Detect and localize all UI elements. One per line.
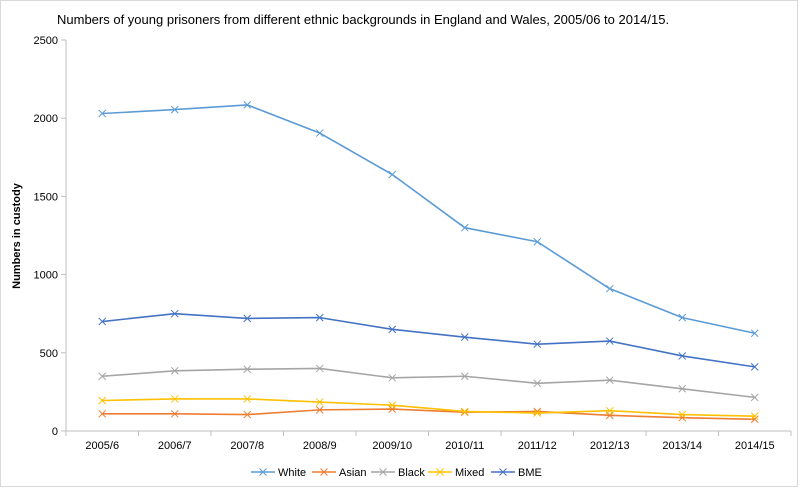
legend-marker — [436, 468, 444, 476]
y-tick-label: 0 — [52, 426, 58, 438]
data-point — [460, 333, 469, 342]
data-point — [750, 412, 759, 420]
y-tick-label: 1500 — [34, 191, 58, 203]
data-point — [605, 406, 614, 415]
data-point — [678, 313, 687, 322]
x-tick-label: 2006/7 — [158, 440, 192, 452]
data-point — [170, 366, 179, 375]
data-point — [388, 405, 397, 413]
legend-item-bme: BME — [491, 467, 542, 479]
data-point — [170, 105, 179, 114]
data-point — [750, 393, 759, 402]
x-tick-label: 2008/9 — [303, 440, 337, 452]
y-tick-label: 1000 — [34, 270, 58, 282]
series-white — [98, 101, 759, 338]
legend-label: White — [278, 467, 306, 479]
series-line-mixed — [102, 398, 755, 417]
legend-item-black: Black — [371, 467, 425, 479]
data-point — [170, 309, 179, 318]
data-point — [98, 317, 107, 326]
x-tick-label: 2005/6 — [85, 440, 119, 452]
data-point — [98, 396, 107, 405]
data-point — [170, 395, 179, 403]
legend-item-mixed: Mixed — [428, 467, 484, 479]
series-black — [98, 364, 759, 402]
data-point — [750, 415, 759, 424]
data-point — [243, 395, 252, 403]
legend-marker — [259, 468, 267, 476]
data-point — [243, 314, 252, 323]
y-tick-label: 500 — [40, 348, 58, 360]
data-point — [243, 365, 252, 374]
x-tick-label: 2013/14 — [662, 440, 702, 452]
legend-label: Mixed — [455, 467, 484, 479]
series-line-asian — [102, 408, 755, 421]
data-point — [98, 109, 107, 118]
legend-item-white: White — [251, 467, 306, 479]
data-point — [170, 409, 179, 418]
legend: White Asian Black Mixed BME — [251, 467, 542, 479]
data-point — [315, 406, 324, 414]
series-layer — [98, 101, 759, 424]
data-point — [243, 101, 252, 109]
chart-title: Numbers of young prisoners from differen… — [57, 12, 670, 27]
x-tick-label: 2010/11 — [445, 440, 484, 452]
data-point — [605, 337, 614, 345]
x-tick-label: 2007/8 — [230, 440, 264, 452]
data-point — [533, 407, 542, 416]
axes: 0 500 1000 1500 2000 2500 2005/6 2006/7 2007/8 20… — [34, 35, 792, 452]
x-tick-label: 2011/12 — [518, 440, 557, 452]
x-tick-label: 2009/10 — [372, 440, 412, 452]
series-line-black — [102, 367, 755, 399]
data-point — [605, 376, 614, 385]
data-point — [678, 384, 687, 393]
data-point — [315, 313, 324, 322]
data-point — [533, 237, 542, 246]
x-tick-label: 2014/15 — [735, 440, 775, 452]
data-point — [388, 373, 397, 382]
data-point — [460, 223, 469, 232]
data-point — [678, 410, 687, 419]
data-point — [678, 352, 687, 360]
legend-marker — [379, 468, 387, 476]
legend-label: Asian — [339, 467, 367, 479]
y-axis-label: Numbers in custody — [11, 182, 23, 289]
legend-item-asian: Asian — [312, 467, 367, 479]
data-point — [315, 398, 324, 406]
data-point — [750, 329, 759, 338]
y-tick-label: 2000 — [34, 113, 58, 125]
series-asian — [98, 405, 759, 424]
data-point — [460, 372, 469, 381]
x-tick-label: 2012/13 — [590, 440, 630, 452]
legend-label: Black — [398, 467, 425, 479]
data-point — [315, 364, 324, 373]
series-line-bme — [102, 312, 755, 368]
data-point — [243, 410, 252, 419]
data-point — [388, 325, 397, 334]
data-point — [388, 401, 397, 410]
data-point — [388, 170, 397, 179]
legend-label: BME — [518, 467, 542, 479]
series-bme — [98, 309, 759, 371]
data-point — [315, 129, 324, 137]
y-tick-label: 2500 — [34, 35, 58, 47]
data-point — [460, 407, 469, 416]
data-point — [605, 284, 614, 293]
data-point — [750, 363, 759, 371]
data-point — [533, 340, 542, 349]
legend-marker — [320, 468, 328, 476]
data-point — [98, 409, 107, 418]
series-line-white — [102, 104, 755, 335]
legend-marker — [499, 468, 507, 476]
data-point — [533, 379, 542, 388]
series-mixed — [98, 395, 759, 420]
data-point — [533, 409, 542, 417]
data-point — [98, 372, 107, 381]
